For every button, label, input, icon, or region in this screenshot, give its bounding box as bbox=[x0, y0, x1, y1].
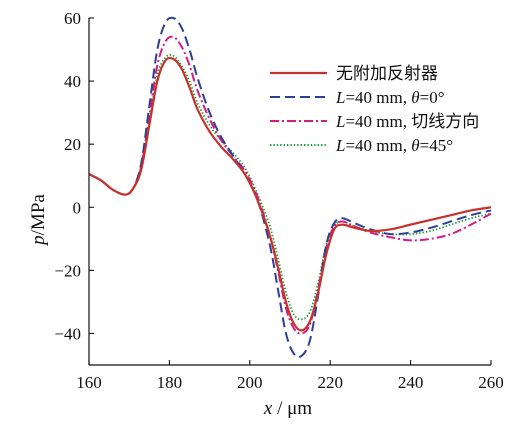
legend: 无附加反射器 L=40 mm, θ=0° L=40 mm, 切线方向 L=40 mm,… bbox=[270, 64, 479, 155]
legend-label-1: 无附加反射器 bbox=[336, 64, 438, 83]
x-tick-label: 260 bbox=[478, 373, 504, 392]
x-tick-label: 200 bbox=[237, 373, 263, 392]
series-line-1 bbox=[88, 56, 492, 332]
legend-label-2: L=40 mm, θ=0° bbox=[335, 88, 445, 107]
y-tick-label: 60 bbox=[64, 9, 81, 28]
y-tick-label: 0 bbox=[73, 198, 82, 217]
axes bbox=[88, 18, 491, 366]
y-axis-variable: p bbox=[28, 235, 49, 247]
legend-label-4: L=40 mm, θ=45° bbox=[335, 136, 453, 155]
legend-label-3: L=40 mm, 切线方向 bbox=[335, 112, 479, 131]
x-axis-unit: / μm bbox=[272, 398, 312, 419]
y-tick-label: 40 bbox=[64, 72, 81, 91]
y-ticks: −40 −20 0 20 40 60 bbox=[54, 9, 94, 343]
y-axis-unit: /MPa bbox=[28, 194, 49, 236]
x-tick-label: 180 bbox=[157, 373, 183, 392]
y-tick-label: −40 bbox=[54, 324, 81, 343]
plot-curves bbox=[88, 16, 492, 359]
x-axis-title: x / μm bbox=[263, 398, 312, 419]
series-line-4 bbox=[88, 54, 492, 321]
y-tick-label: 20 bbox=[64, 135, 81, 154]
x-tick-label: 160 bbox=[76, 373, 102, 392]
y-axis-title: p/MPa bbox=[28, 194, 49, 247]
series-line-2 bbox=[88, 16, 492, 359]
x-tick-label: 220 bbox=[317, 373, 343, 392]
y-tick-label: −20 bbox=[54, 261, 81, 280]
x-tick-label: 240 bbox=[398, 373, 424, 392]
x-ticks: 160 180 200 220 240 260 bbox=[76, 360, 504, 392]
x-axis-variable: x bbox=[263, 398, 273, 419]
